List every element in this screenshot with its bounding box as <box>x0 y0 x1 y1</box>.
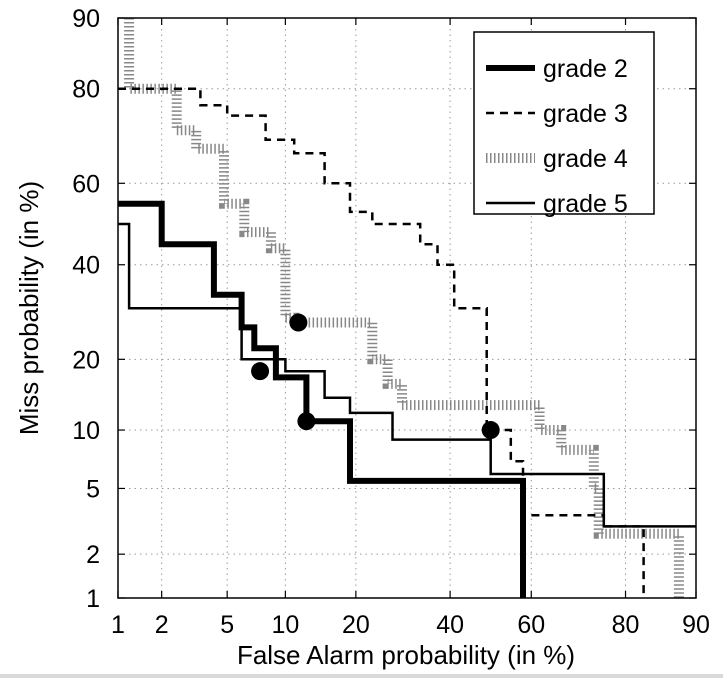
operating-point-grade-2 <box>297 412 316 431</box>
x-tick-label: 20 <box>342 611 370 639</box>
y-tick-label: 90 <box>72 5 100 33</box>
y-tick-label: 40 <box>72 252 100 280</box>
y-tick-label: 80 <box>72 76 100 104</box>
bottom-divider <box>0 674 723 678</box>
y-tick-label: 20 <box>72 346 100 374</box>
y-tick-label: 10 <box>72 417 100 445</box>
legend: grade 2 grade 3 grade 4 grade 5 <box>473 31 655 218</box>
y-tick-label: 60 <box>72 170 100 198</box>
x-tick-label: 1 <box>111 611 125 639</box>
legend-label-grade-3: grade 3 <box>543 100 628 128</box>
legend-label-grade-2: grade 2 <box>543 55 628 83</box>
tick-labels: 1 2 5 10 20 40 60 80 90 1 2 5 10 20 40 60 80 90 <box>72 5 710 639</box>
legend-label-grade-4: grade 4 <box>543 145 628 173</box>
series-line-grade-4 <box>124 18 684 598</box>
x-tick-label: 2 <box>155 611 169 639</box>
y-axis-label: Miss probability (in %) <box>14 181 44 435</box>
y-tick-label: 1 <box>86 585 100 613</box>
x-tick-label: 10 <box>271 611 299 639</box>
series-line-grade-2 <box>118 200 526 598</box>
x-tick-label: 40 <box>436 611 464 639</box>
x-tick-label: 80 <box>612 611 640 639</box>
operating-point-grade-3 <box>481 421 500 440</box>
x-tick-label: 5 <box>220 611 234 639</box>
x-axis-label: False Alarm probability (in %) <box>237 640 575 670</box>
legend-label-grade-5: grade 5 <box>543 190 628 218</box>
series-layer <box>118 18 696 598</box>
x-tick-label: 60 <box>517 611 545 639</box>
y-tick-label: 2 <box>86 541 100 569</box>
plot-frame <box>117 17 697 599</box>
operating-point-grade-4 <box>289 313 308 332</box>
series-line-grade-5 <box>118 222 696 528</box>
legend-box <box>473 31 655 215</box>
y-tick-label: 5 <box>86 475 100 503</box>
x-tick-label: 90 <box>682 611 710 639</box>
operating-point-grade-5 <box>251 362 270 381</box>
series-line-grade-3 <box>118 87 645 598</box>
